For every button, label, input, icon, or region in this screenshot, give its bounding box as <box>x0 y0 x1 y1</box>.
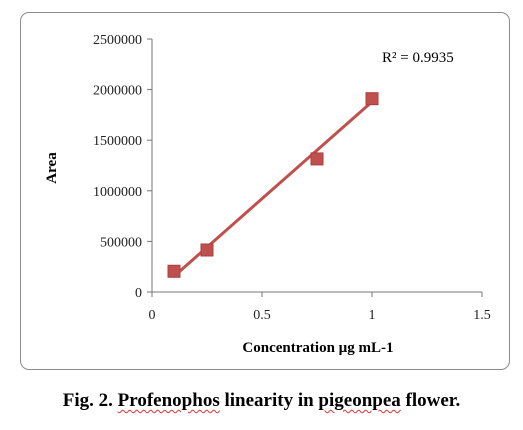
figure-caption: Fig. 2. Profenophos linearity in pigeonp… <box>0 390 523 412</box>
y-tick-label: 0 <box>135 286 142 301</box>
y-axis-ticks: 0 500000 1000000 1500000 2000000 2500000 <box>93 33 152 301</box>
x-tick-label: 0.5 <box>253 308 271 323</box>
data-points <box>167 92 379 278</box>
caption-middle: linearity in <box>219 390 319 411</box>
r-squared-annotation: R² = 0.9935 <box>382 50 454 66</box>
y-tick-label: 2000000 <box>93 84 142 99</box>
caption-word-pigeonpea: pigeonpea <box>318 390 401 411</box>
x-tick-label: 1.5 <box>473 308 491 323</box>
caption-word-profenophos: Profenophos <box>117 390 220 411</box>
caption-suffix: flower. <box>400 390 461 411</box>
data-point-marker <box>200 243 214 257</box>
y-axis-label: Area <box>44 152 60 184</box>
chart-frame <box>20 12 510 370</box>
caption-prefix: Fig. 2. <box>62 390 118 411</box>
x-tick-label: 1 <box>369 308 376 323</box>
x-axis-ticks: 0 0.5 1 1.5 <box>149 292 491 323</box>
y-tick-label: 2500000 <box>93 33 142 48</box>
x-tick-label: 0 <box>149 308 156 323</box>
y-tick-label: 500000 <box>100 235 142 250</box>
y-tick-label: 1500000 <box>93 134 142 149</box>
data-point-marker <box>167 264 181 278</box>
chart-plot: 0 500000 1000000 1500000 2000000 2500000 0 0.5… <box>44 33 491 356</box>
data-point-marker <box>310 152 324 166</box>
x-axis-label: Concentration µg mL-1 <box>242 340 393 356</box>
axes <box>151 39 482 293</box>
y-tick-label: 1000000 <box>93 185 142 200</box>
data-point-marker <box>365 92 379 106</box>
